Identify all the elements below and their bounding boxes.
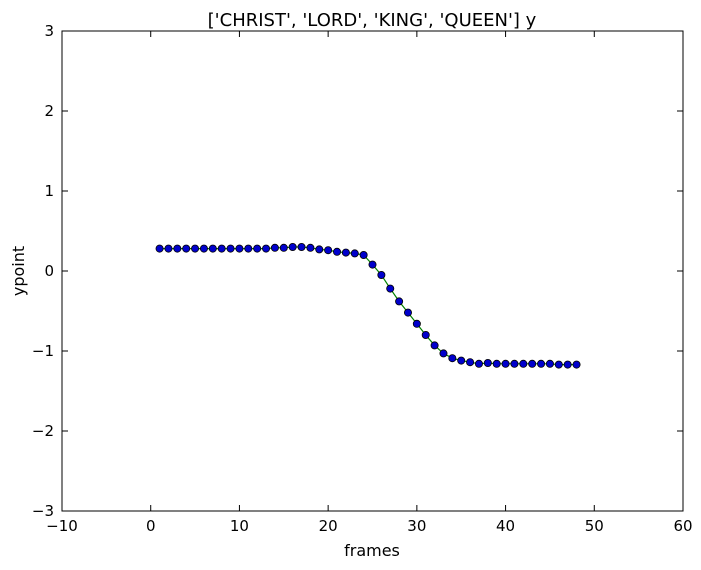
x-axis: −10 0 10 20 30 40 50 60 xyxy=(46,31,693,535)
data-point xyxy=(528,359,537,368)
data-point xyxy=(439,349,448,358)
y-tick-label: −1 xyxy=(32,342,54,360)
data-point xyxy=(155,244,164,253)
data-point xyxy=(563,360,572,369)
x-tick-label: −10 xyxy=(46,517,78,535)
x-tick-label: 40 xyxy=(496,517,515,535)
data-point xyxy=(545,359,554,368)
plot-area xyxy=(62,31,683,511)
data-point xyxy=(572,360,581,369)
data-point xyxy=(350,249,359,258)
data-point xyxy=(288,242,297,251)
y-axis-label: ypoint xyxy=(9,246,28,296)
data-point xyxy=(554,360,563,369)
data-point xyxy=(164,244,173,253)
data-point xyxy=(341,248,350,257)
y-tick-label: 2 xyxy=(44,102,54,120)
y-tick-label: −2 xyxy=(32,422,54,440)
data-point xyxy=(324,246,333,255)
data-point xyxy=(412,319,421,328)
data-point xyxy=(483,358,492,367)
data-point xyxy=(235,244,244,253)
data-point xyxy=(403,308,412,317)
data-point xyxy=(421,330,430,339)
data-point xyxy=(199,244,208,253)
data-point xyxy=(510,359,519,368)
data-point xyxy=(244,244,253,253)
x-tick-label: 60 xyxy=(673,517,692,535)
data-point xyxy=(448,354,457,363)
x-tick-label: 30 xyxy=(407,517,426,535)
chart-title: ['CHRIST', 'LORD', 'KING', 'QUEEN'] y xyxy=(208,10,537,31)
data-point xyxy=(297,242,306,251)
data-point xyxy=(262,244,271,253)
x-tick-label: 0 xyxy=(146,517,156,535)
data-point xyxy=(279,243,288,252)
data-point xyxy=(501,359,510,368)
data-point xyxy=(492,359,501,368)
data-point xyxy=(173,244,182,253)
data-point xyxy=(270,243,279,252)
data-point xyxy=(253,244,262,253)
x-tick-label: 50 xyxy=(585,517,604,535)
data-point xyxy=(306,243,315,252)
data-point xyxy=(182,244,191,253)
data-point xyxy=(217,244,226,253)
data-point xyxy=(430,341,439,350)
data-point xyxy=(519,359,528,368)
data-point xyxy=(386,284,395,293)
data-point xyxy=(395,297,404,306)
data-point xyxy=(226,244,235,253)
data-point xyxy=(333,247,342,256)
y-axis: −3 −2 −1 0 1 2 3 xyxy=(32,22,683,520)
data-point xyxy=(457,356,466,365)
data-point xyxy=(315,245,324,254)
series-layer xyxy=(155,242,581,369)
data-point xyxy=(208,244,217,253)
y-tick-label: 3 xyxy=(44,22,54,40)
x-axis-label: frames xyxy=(344,541,400,560)
data-point xyxy=(466,358,475,367)
data-point xyxy=(191,244,200,253)
data-point xyxy=(537,359,546,368)
x-tick-label: 20 xyxy=(319,517,338,535)
data-point xyxy=(474,359,483,368)
y-tick-label: −3 xyxy=(32,502,54,520)
y-tick-label: 0 xyxy=(44,262,54,280)
y-tick-label: 1 xyxy=(44,182,54,200)
data-point xyxy=(359,250,368,259)
data-point xyxy=(377,270,386,279)
x-tick-label: 10 xyxy=(230,517,249,535)
data-point xyxy=(368,260,377,269)
